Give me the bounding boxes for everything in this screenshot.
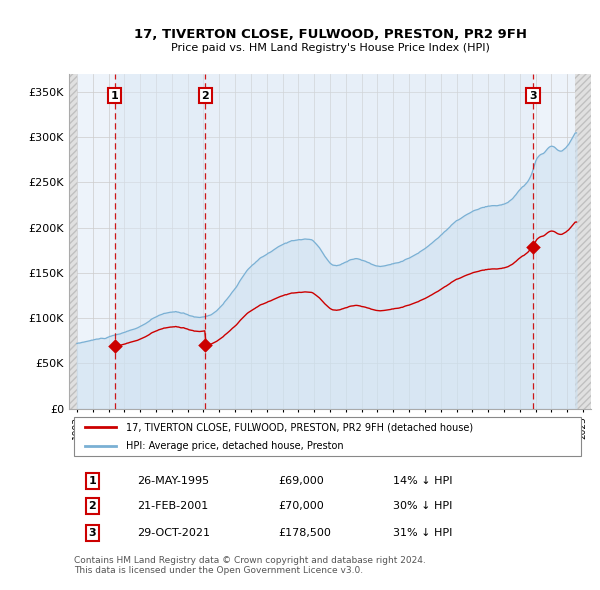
Text: 2: 2: [89, 502, 97, 512]
Text: 17, TIVERTON CLOSE, FULWOOD, PRESTON, PR2 9FH: 17, TIVERTON CLOSE, FULWOOD, PRESTON, PR…: [133, 28, 527, 41]
Point: [200, 340, 210, 350]
Bar: [575, 74, 591, 409]
Text: £69,000: £69,000: [278, 476, 323, 486]
Text: 26-MAY-1995: 26-MAY-1995: [137, 476, 209, 486]
Text: £178,500: £178,500: [278, 528, 331, 538]
Bar: [115, 74, 205, 409]
Text: 30% ↓ HPI: 30% ↓ HPI: [392, 502, 452, 512]
Bar: [69, 74, 77, 409]
Text: 31% ↓ HPI: 31% ↓ HPI: [392, 528, 452, 538]
Text: 29-OCT-2021: 29-OCT-2021: [137, 528, 210, 538]
Text: 1: 1: [89, 476, 97, 486]
Text: 3: 3: [529, 90, 537, 100]
Text: HPI: Average price, detached house, Preston: HPI: Average price, detached house, Pres…: [127, 441, 344, 451]
Text: 21-FEB-2001: 21-FEB-2001: [137, 502, 208, 512]
Point: [110, 342, 119, 351]
Text: Price paid vs. HM Land Registry's House Price Index (HPI): Price paid vs. HM Land Registry's House …: [170, 43, 490, 53]
Text: 2: 2: [202, 90, 209, 100]
Text: 3: 3: [89, 528, 97, 538]
Bar: [205, 74, 533, 409]
Point: [528, 242, 538, 252]
FancyBboxPatch shape: [74, 417, 581, 456]
Text: 1: 1: [110, 90, 118, 100]
Text: 17, TIVERTON CLOSE, FULWOOD, PRESTON, PR2 9FH (detached house): 17, TIVERTON CLOSE, FULWOOD, PRESTON, PR…: [127, 422, 473, 432]
Text: Contains HM Land Registry data © Crown copyright and database right 2024.
This d: Contains HM Land Registry data © Crown c…: [74, 556, 426, 575]
Text: 14% ↓ HPI: 14% ↓ HPI: [392, 476, 452, 486]
Text: £70,000: £70,000: [278, 502, 323, 512]
